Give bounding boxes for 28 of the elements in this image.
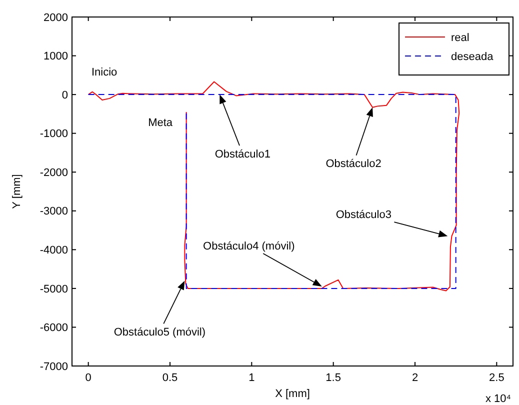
text: x 10⁴ xyxy=(485,393,512,405)
x-axis-title: X [mm] xyxy=(275,388,310,400)
y-tick-label: 2000 xyxy=(44,12,68,24)
annotation: Obstáculo2 xyxy=(326,158,382,170)
y-tick-label: -3000 xyxy=(40,206,68,218)
y-tick-label: 0 xyxy=(62,89,68,102)
y-tick-label: -5000 xyxy=(40,283,68,296)
annotation: Obstáculo5 (móvil) xyxy=(114,326,206,339)
annotation: Meta xyxy=(148,116,174,129)
annotation: Inicio xyxy=(91,66,118,78)
y-tick-label: -1000 xyxy=(40,128,68,140)
x-tick-label: 2.5 xyxy=(489,372,504,384)
y-tick-label: -6000 xyxy=(40,322,68,334)
x-tick-label: 1 xyxy=(248,372,255,384)
y-tick-label: -4000 xyxy=(40,244,68,257)
x-tick-label: 1.5 xyxy=(326,372,341,384)
annotation: Obstáculo4 (móvil) xyxy=(203,240,295,252)
legend-label: deseada xyxy=(451,50,494,63)
y-tick-label: -2000 xyxy=(40,166,68,179)
x-tick-label: 0.5 xyxy=(162,372,178,384)
x-tick-label: 0 xyxy=(85,372,92,384)
x-tick-label: 2 xyxy=(412,372,418,384)
annotation: Obstáculo3 xyxy=(336,208,392,221)
y-tick-label: -7000 xyxy=(40,360,68,373)
legend-label: real xyxy=(451,32,470,44)
annotation: Obstáculo1 xyxy=(214,148,270,160)
y-axis-title: Y [mm] xyxy=(11,174,23,209)
y-tick-label: 1000 xyxy=(44,50,68,63)
